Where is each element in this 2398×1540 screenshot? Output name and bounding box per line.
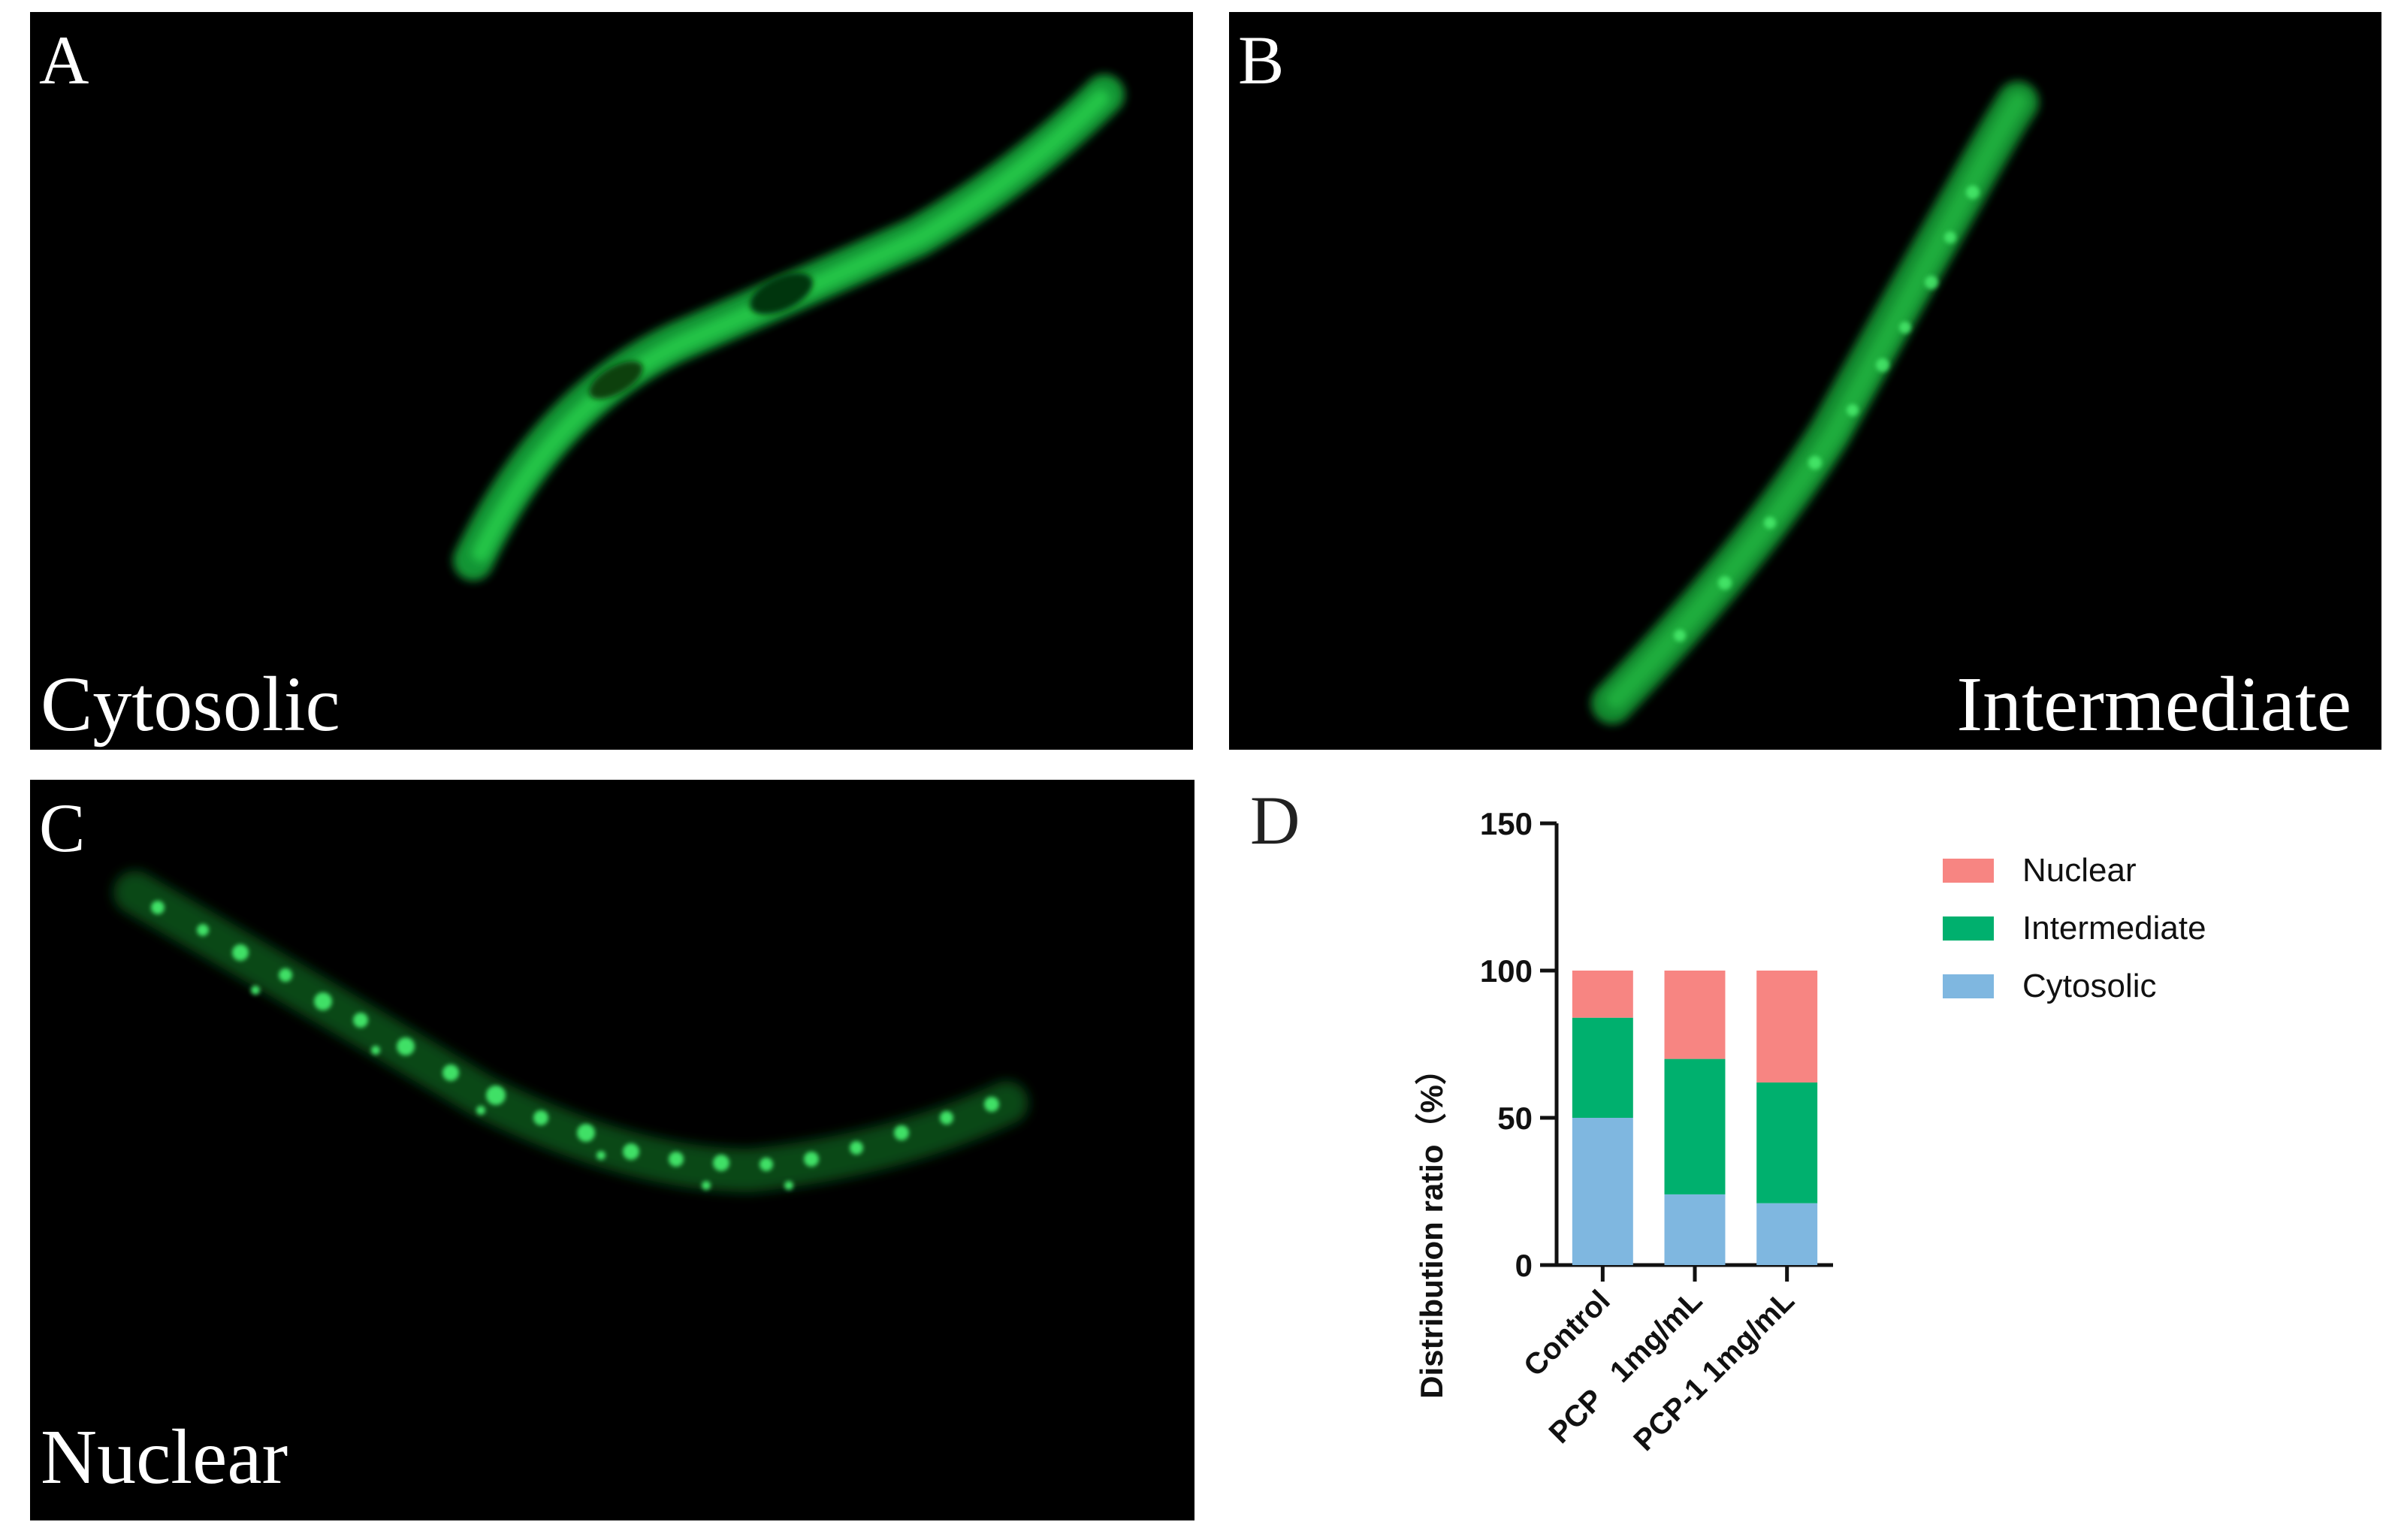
y-tick-label: 100 [1480,953,1533,989]
legend-item-nuclear: Nuclear [1943,852,2137,889]
legend-swatch [1943,859,1994,883]
legend-label: Intermediate [2022,910,2206,947]
y-tick-label: 50 [1497,1101,1533,1136]
bar-segment-cytosolic [1572,1118,1633,1265]
legend-item-intermediate: Intermediate [1943,910,2206,947]
bar-segment-intermediate [1664,1058,1726,1194]
legend-swatch [1943,974,1994,998]
panel-a-micrograph: A Cytosolic [30,12,1193,750]
legend-label: Cytosolic [2022,968,2157,1004]
bar-segment-cytosolic [1664,1194,1726,1265]
legend-swatch [1943,916,1994,941]
panel-a-caption: Cytosolic [41,661,340,747]
bar-segment-intermediate [1756,1082,1818,1203]
worm-cytosolic-image [453,74,1125,581]
bar-segment-intermediate [1572,1017,1633,1118]
bar-segment-nuclear [1664,971,1726,1059]
panel-b-letter: B [1238,22,1285,98]
bar-segment-nuclear [1756,971,1818,1083]
worm-nuclear-image [113,871,1028,1193]
panel-a-letter: A [39,22,89,98]
panel-c-caption: Nuclear [41,1414,288,1500]
panel-b-caption: Intermediate [1956,661,2351,747]
legend-item-cytosolic: Cytosolic [1943,968,2157,1005]
panel-b-micrograph: B Intermediate [1229,12,2381,750]
legend-label: Nuclear [2022,852,2137,889]
y-tick-label: 0 [1515,1248,1533,1283]
panel-c-micrograph: C Nuclear [30,780,1194,1520]
chart-bars [1572,971,1818,1265]
bar-segment-nuclear [1572,971,1633,1018]
worm-intermediate-image [1591,81,2039,724]
y-axis-label: Distribution ratio（%） [1414,1053,1449,1399]
bar-segment-cytosolic [1756,1203,1818,1265]
panel-d-letter: D [1250,782,1300,859]
panel-c-letter: C [39,790,86,866]
x-tick-label: PCP-1 1mg/mL [1627,1284,1801,1457]
y-tick-label: 150 [1480,806,1533,841]
